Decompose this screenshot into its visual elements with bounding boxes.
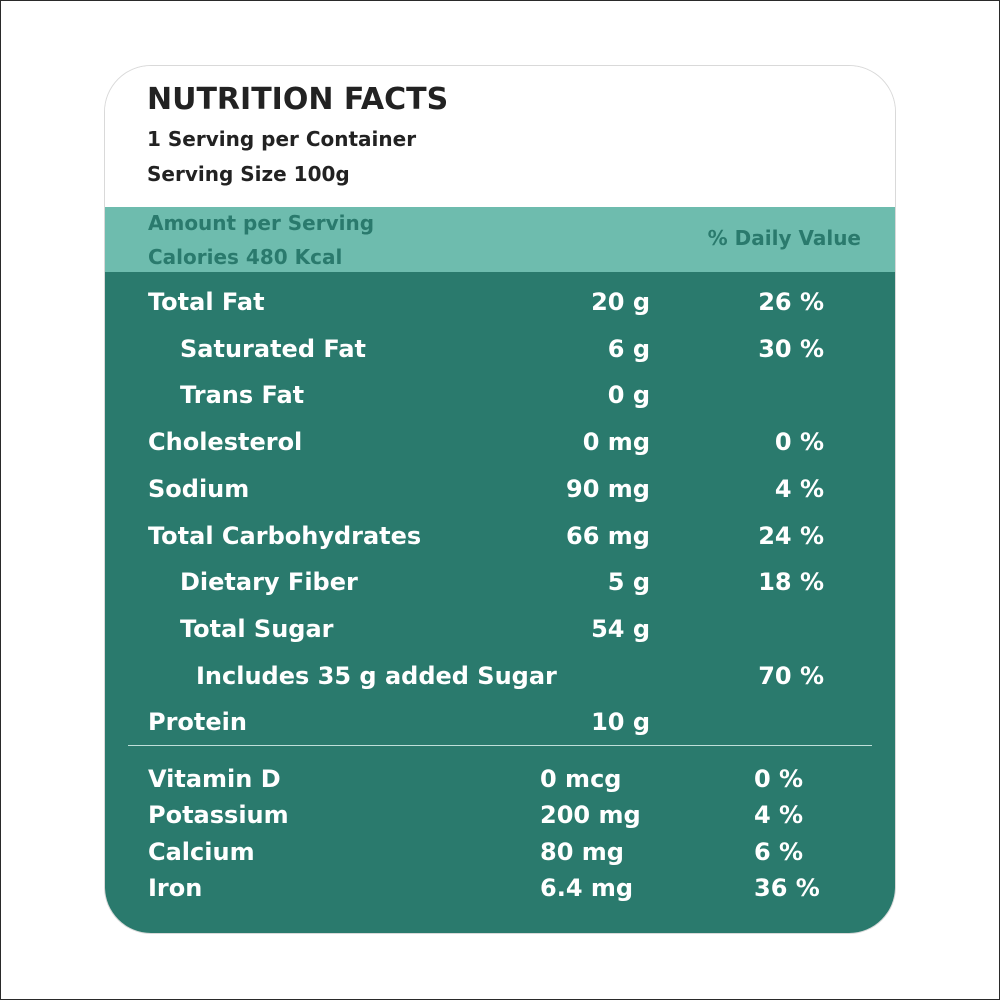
nutrient-row: Includes 35 g added Sugar 70 %	[105, 662, 895, 702]
vitamin-daily-value: 4 %	[754, 801, 804, 830]
nutrient-label: Saturated Fat	[180, 334, 367, 363]
nutrient-amount: 5 g	[607, 568, 650, 597]
nutrient-daily-value: 26 %	[758, 288, 824, 316]
nutrient-daily-value: 24 %	[758, 521, 824, 550]
vitamin-label: Calcium	[148, 837, 255, 866]
nutrient-label: Total Sugar	[180, 614, 334, 643]
nutrient-daily-value: 0 %	[774, 428, 824, 457]
nutrient-daily-value: 18 %	[758, 568, 824, 597]
vitamin-amount: 80 mg	[540, 837, 624, 866]
vitamin-amount: 200 mg	[540, 801, 641, 830]
nutrient-amount: 66 mg	[566, 521, 650, 550]
nutrient-row: Saturated Fat 6 g 30 %	[105, 335, 895, 375]
nutrient-amount: 54 g	[591, 614, 650, 643]
nutrient-row: Cholesterol 0 mg 0 %	[105, 428, 895, 468]
amount-band: Amount per Serving Calories 480 Kcal % D…	[105, 207, 895, 272]
vitamin-daily-value: 0 %	[754, 765, 804, 793]
nutrient-amount: 0 g	[607, 381, 650, 410]
nutrition-facts-label: NUTRITION FACTS 1 Serving per Container …	[105, 66, 895, 933]
nutrient-amount: 20 g	[591, 288, 650, 316]
nutrient-label: Includes 35 g added Sugar	[196, 661, 557, 690]
nutrient-daily-value: 70 %	[758, 661, 824, 690]
daily-value-header: % Daily Value	[707, 226, 861, 250]
nutrient-daily-value: 4 %	[774, 474, 824, 503]
vitamin-daily-value: 36 %	[754, 873, 820, 902]
label-title: NUTRITION FACTS	[147, 82, 449, 117]
vitamin-amount: 6.4 mg	[540, 873, 634, 902]
amount-per-serving: Amount per Serving	[148, 211, 375, 235]
vitamin-label: Iron	[148, 873, 203, 902]
vitamin-label: Potassium	[148, 801, 289, 830]
nutrient-amount: 90 mg	[566, 474, 650, 503]
calories: Calories 480 Kcal	[148, 245, 343, 269]
nutrient-row: Total Fat 20 g 26 %	[105, 288, 895, 328]
nutrient-label: Dietary Fiber	[180, 568, 358, 597]
nutrient-amount: 0 mg	[582, 428, 650, 457]
vitamin-amount: 0 mcg	[540, 765, 622, 793]
nutrient-row: Dietary Fiber 5 g 18 %	[105, 568, 895, 608]
divider-line	[128, 745, 872, 746]
nutrient-row: Total Carbohydrates 66 mg 24 %	[105, 522, 895, 562]
nutrient-row: Protein 10 g	[105, 708, 895, 748]
vitamin-row: Calcium 80 mg 6 %	[105, 838, 895, 872]
vitamin-daily-value: 6 %	[754, 837, 804, 866]
vitamin-row: Vitamin D 0 mcg 0 %	[105, 765, 895, 799]
nutrient-amount: 10 g	[591, 708, 650, 737]
nutrient-label: Protein	[148, 708, 247, 737]
vitamin-label: Vitamin D	[148, 765, 281, 793]
nutrient-row: Total Sugar 54 g	[105, 615, 895, 655]
nutrient-row: Sodium 90 mg 4 %	[105, 475, 895, 515]
nutrient-label: Sodium	[148, 474, 250, 503]
nutrient-amount: 6 g	[607, 334, 650, 363]
nutrient-daily-value: 30 %	[758, 334, 824, 363]
nutrient-row: Trans Fat 0 g	[105, 381, 895, 421]
nutrient-label: Cholesterol	[148, 428, 303, 457]
serving-size: Serving Size 100g	[147, 162, 350, 186]
nutrient-label: Trans Fat	[180, 381, 305, 410]
servings-per-container: 1 Serving per Container	[147, 127, 417, 151]
vitamin-row: Potassium 200 mg 4 %	[105, 801, 895, 835]
label-header: NUTRITION FACTS 1 Serving per Container …	[105, 66, 895, 207]
nutrient-table: Total Fat 20 g 26 % Saturated Fat 6 g 30 % Tra…	[105, 272, 895, 933]
nutrient-label: Total Fat	[148, 288, 265, 316]
nutrient-label: Total Carbohydrates	[148, 521, 422, 550]
vitamin-row: Iron 6.4 mg 36 %	[105, 874, 895, 908]
